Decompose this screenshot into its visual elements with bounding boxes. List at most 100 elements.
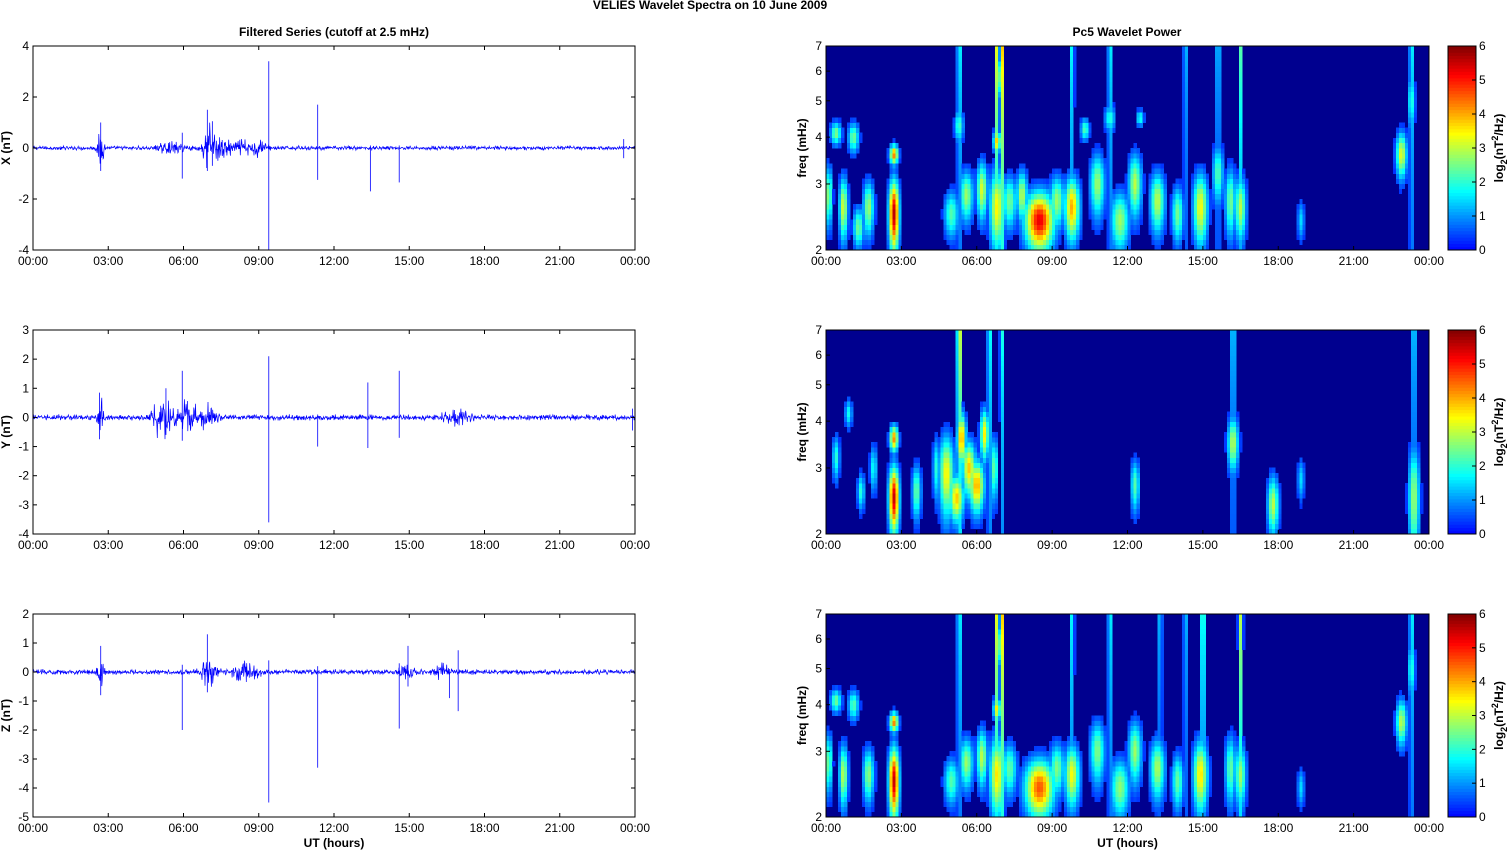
spectrum-cells <box>826 614 1418 818</box>
x-tick-label-4: 09:00 <box>244 254 274 268</box>
left-column-title: Filtered Series (cutoff at 2.5 mHz) <box>239 25 429 39</box>
colorbar-tick-label-7: 6 <box>1479 39 1486 53</box>
x-tick-label-1: 00:00 <box>811 538 841 552</box>
x-tick-label-2: 03:00 <box>93 538 123 552</box>
y-tick-label-4: 5 <box>815 94 822 108</box>
series-trace <box>32 122 636 169</box>
colorbar-tick-label-7: 6 <box>1479 607 1486 621</box>
colorbar-label: log2(nT2/Hz) <box>1490 114 1509 183</box>
y-axis-label: freq (mHz) <box>795 402 809 461</box>
x-tick-label-6: 15:00 <box>1188 254 1218 268</box>
y-tick-label-6: 1 <box>22 381 29 395</box>
y-tick-label-3: -3 <box>18 752 29 766</box>
y-tick-label-6: 7 <box>815 607 822 621</box>
x-tick-label-9: 00:00 <box>620 821 650 835</box>
x-tick-label-7: 18:00 <box>469 254 499 268</box>
x-tick-label-1: 00:00 <box>811 821 841 835</box>
x-tick-label-6: 15:00 <box>394 254 424 268</box>
spectrum-background <box>826 330 1429 534</box>
x-tick-label-5: 12:00 <box>1112 538 1142 552</box>
y-tick-label-4: 5 <box>815 662 822 676</box>
colorbar-tick-label-5: 4 <box>1479 391 1486 405</box>
x-tick-label-8: 21:00 <box>1339 254 1369 268</box>
colorbar-label: log2(nT2/Hz) <box>1490 681 1509 750</box>
x-tick-label-4: 09:00 <box>1037 821 1067 835</box>
y-tick-label-8: 2 <box>22 607 29 621</box>
x-tick-label-6: 15:00 <box>394 821 424 835</box>
x-tick-label-4: 09:00 <box>1037 538 1067 552</box>
colorbar-tick-label-2: 1 <box>1479 493 1486 507</box>
colorbar-tick-label-3: 2 <box>1479 742 1486 756</box>
y-tick-label-2: -2 <box>18 192 29 206</box>
plot-area <box>33 614 635 817</box>
x-tick-label-3: 06:00 <box>962 254 992 268</box>
x-axis-label: UT (hours) <box>304 836 365 850</box>
figure-title: VELIES Wavelet Spectra on 10 June 2009 <box>593 0 828 12</box>
y-tick-label-4: 2 <box>22 90 29 104</box>
series-trace <box>32 397 636 440</box>
y-tick-label-3: 4 <box>815 130 822 144</box>
spectrum-cells <box>832 330 1424 535</box>
spectrum-panel-3: 2 3 4 5 6 7 00:00 03:00 06:00 09:00 12:00 15:00 18:0… <box>795 607 1509 850</box>
colorbar-tick-label-6: 5 <box>1479 73 1486 87</box>
y-tick-label-6: 7 <box>815 323 822 337</box>
x-tick-label-2: 03:00 <box>93 821 123 835</box>
y-tick-label-5: 6 <box>815 632 822 646</box>
y-tick-label-8: 3 <box>22 323 29 337</box>
x-tick-label-6: 15:00 <box>1188 821 1218 835</box>
y-tick-label-7: 1 <box>22 636 29 650</box>
y-axis-label: freq (mHz) <box>795 118 809 177</box>
x-tick-label-1: 00:00 <box>18 254 48 268</box>
x-tick-label-1: 00:00 <box>811 254 841 268</box>
colorbar-tick-label-4: 3 <box>1479 425 1486 439</box>
y-tick-label-1: 2 <box>815 527 822 541</box>
x-tick-label-9: 00:00 <box>1414 538 1444 552</box>
y-tick-label-2: -4 <box>18 781 29 795</box>
right-column-title: Pc5 Wavelet Power <box>1073 25 1182 39</box>
series-panel-1: -4 -2 0 2 4 00:00 03:00 06:00 09:00 12:00 15:00 18:… <box>0 39 650 268</box>
colorbar-tick-label-5: 4 <box>1479 675 1486 689</box>
x-tick-label-7: 18:00 <box>1263 538 1293 552</box>
y-tick-label-1: -4 <box>18 527 29 541</box>
x-tick-label-4: 09:00 <box>1037 254 1067 268</box>
colorbar-tick-label-6: 5 <box>1479 641 1486 655</box>
x-tick-label-5: 12:00 <box>319 538 349 552</box>
y-tick-label-5: 0 <box>22 410 29 424</box>
x-tick-label-8: 21:00 <box>1339 538 1369 552</box>
x-tick-label-9: 00:00 <box>1414 254 1444 268</box>
y-axis-label: Z (nT) <box>0 699 13 732</box>
y-tick-label-3: 4 <box>815 698 822 712</box>
x-tick-label-2: 03:00 <box>886 821 916 835</box>
x-tick-label-9: 00:00 <box>620 254 650 268</box>
y-tick-label-7: 2 <box>22 352 29 366</box>
colorbar-tick-label-1: 0 <box>1479 527 1486 541</box>
x-tick-label-3: 06:00 <box>168 254 198 268</box>
x-tick-label-3: 06:00 <box>168 538 198 552</box>
x-tick-label-5: 12:00 <box>1112 821 1142 835</box>
x-tick-label-5: 12:00 <box>319 821 349 835</box>
colorbar-tick-label-4: 3 <box>1479 709 1486 723</box>
x-tick-label-8: 21:00 <box>545 821 575 835</box>
spectrum-panel-2: 2 3 4 5 6 7 00:00 03:00 06:00 09:00 12:00 15:00 18:0… <box>795 323 1509 552</box>
y-tick-label-6: 7 <box>815 39 822 53</box>
x-tick-label-5: 12:00 <box>1112 254 1142 268</box>
series-panel-3: -5 -4 -3 -2 -1 0 1 2 00:00 03:00 06:00 09:00 12:00 15… <box>0 607 650 850</box>
y-axis-label: freq (mHz) <box>795 686 809 745</box>
x-tick-label-6: 15:00 <box>394 538 424 552</box>
x-tick-label-3: 06:00 <box>962 538 992 552</box>
x-tick-label-4: 09:00 <box>244 538 274 552</box>
y-tick-label-3: 0 <box>22 141 29 155</box>
y-axis-label: Y (nT) <box>0 415 13 449</box>
y-tick-label-5: 4 <box>22 39 29 53</box>
x-tick-label-3: 06:00 <box>168 821 198 835</box>
colorbar-tick-label-5: 4 <box>1479 107 1486 121</box>
colorbar-tick-label-7: 6 <box>1479 323 1486 337</box>
y-tick-label-6: 0 <box>22 665 29 679</box>
x-tick-label-8: 21:00 <box>545 254 575 268</box>
x-tick-label-6: 15:00 <box>1188 538 1218 552</box>
y-tick-label-5: -1 <box>18 694 29 708</box>
x-tick-label-4: 09:00 <box>244 821 274 835</box>
x-tick-label-3: 06:00 <box>962 821 992 835</box>
y-tick-label-4: -1 <box>18 440 29 454</box>
